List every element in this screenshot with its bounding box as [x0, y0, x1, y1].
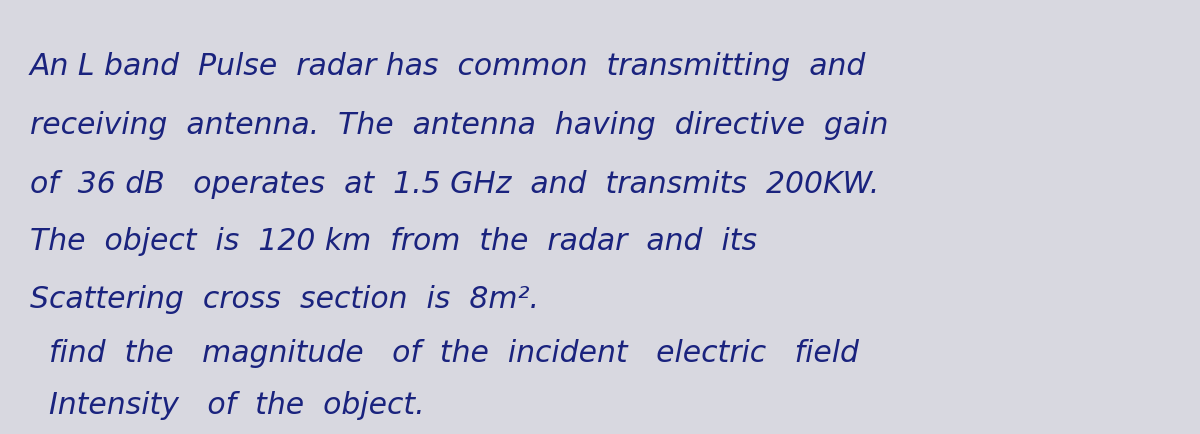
Text: of  36 dB   operates  at  1.5 GHz  and  transmits  200KW.: of 36 dB operates at 1.5 GHz and transmi… — [30, 169, 880, 198]
Text: Intensity   of  the  object.: Intensity of the object. — [30, 391, 425, 420]
Text: find  the   magnitude   of  the  incident   electric   field: find the magnitude of the incident elect… — [30, 339, 859, 368]
Text: receiving  antenna.  The  antenna  having  directive  gain: receiving antenna. The antenna having di… — [30, 111, 888, 140]
Text: Scattering  cross  section  is  8m².: Scattering cross section is 8m². — [30, 284, 539, 313]
Text: The  object  is  120 km  from  the  radar  and  its: The object is 120 km from the radar and … — [30, 227, 757, 256]
Text: An L band  Pulse  radar has  common  transmitting  and: An L band Pulse radar has common transmi… — [30, 52, 866, 81]
